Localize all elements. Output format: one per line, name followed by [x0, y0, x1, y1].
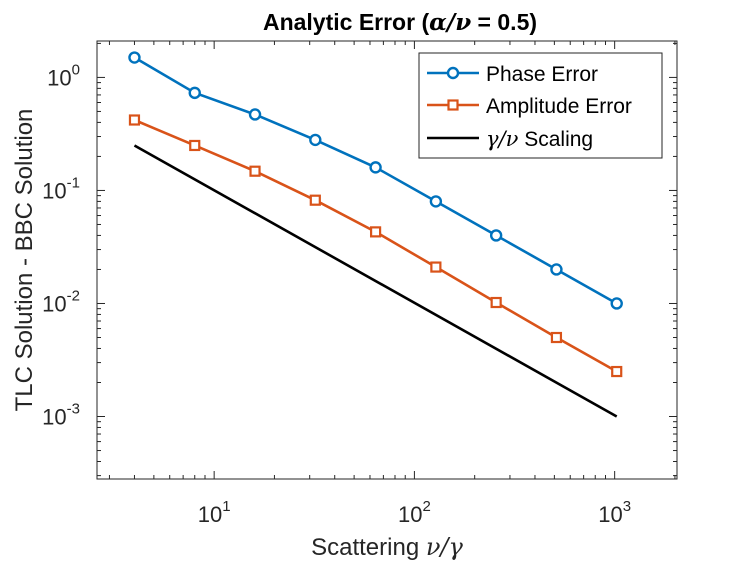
y-tick-label: 10-3: [42, 401, 80, 430]
chart-title: Analytic Error (α/ν = 0.5): [263, 9, 537, 36]
y-axis-label: TLC Solution - BBC Solution: [11, 109, 38, 412]
data-point: [550, 331, 563, 344]
legend-label: Phase Error: [486, 63, 598, 86]
data-point: [128, 114, 141, 126]
series-line-2: [133, 144, 618, 418]
data-point: [309, 194, 321, 206]
data-point: [369, 161, 382, 174]
legend: Phase Error Amplitude Error γ/ν Scaling: [418, 52, 663, 159]
data-point: [429, 195, 443, 208]
data-point: [249, 165, 261, 177]
legend-marker: [446, 66, 460, 80]
y-tick-label: 100: [47, 61, 80, 90]
x-tick-label: 101: [198, 498, 231, 527]
data-point: [610, 297, 623, 310]
legend-label: Amplitude Error: [486, 95, 632, 118]
legend-label: γ/ν Scaling: [486, 127, 593, 151]
data-point: [369, 226, 382, 238]
data-point: [550, 263, 563, 276]
axis-ticks: 101 102 103 10-3 10-2 10-1 100: [42, 41, 677, 527]
data-point: [489, 229, 503, 242]
data-point: [309, 133, 322, 147]
x-tick-label: 103: [598, 498, 631, 527]
data-point: [189, 139, 201, 152]
y-tick-label: 10-2: [42, 287, 80, 316]
data-point: [611, 365, 623, 378]
data-point: [248, 108, 262, 121]
legend-marker: [447, 99, 459, 111]
data-point: [430, 261, 442, 273]
data-point: [188, 86, 201, 100]
data-point: [128, 51, 141, 64]
data-point: [490, 296, 502, 309]
x-axis-label: Scattering ν/γ: [311, 533, 463, 561]
series-group: [128, 51, 623, 418]
y-tick-label: 10-1: [42, 174, 80, 203]
x-tick-label: 102: [398, 498, 431, 527]
